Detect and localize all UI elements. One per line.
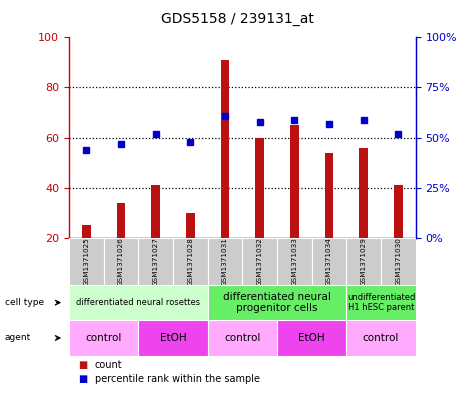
Bar xyxy=(255,138,264,238)
Text: ■: ■ xyxy=(78,360,87,370)
Bar xyxy=(138,320,208,356)
Bar xyxy=(312,238,346,285)
Text: control: control xyxy=(86,333,122,343)
Bar xyxy=(346,285,416,320)
Bar xyxy=(381,238,416,285)
Bar xyxy=(277,320,346,356)
Bar xyxy=(151,185,160,238)
Bar xyxy=(82,225,91,238)
Text: GSM1371033: GSM1371033 xyxy=(291,237,297,286)
Bar xyxy=(208,238,242,285)
Text: percentile rank within the sample: percentile rank within the sample xyxy=(95,374,260,384)
Bar xyxy=(346,238,381,285)
Text: GSM1371025: GSM1371025 xyxy=(83,237,89,286)
Bar xyxy=(208,285,346,320)
Bar xyxy=(346,320,416,356)
Bar xyxy=(69,285,208,320)
Text: GSM1371028: GSM1371028 xyxy=(187,237,193,286)
Text: GSM1371032: GSM1371032 xyxy=(256,237,263,286)
Bar xyxy=(69,238,104,285)
Bar xyxy=(186,213,195,238)
Text: count: count xyxy=(95,360,123,370)
Text: undifferentiated
H1 hESC parent: undifferentiated H1 hESC parent xyxy=(347,293,415,312)
Bar xyxy=(242,238,277,285)
Text: differentiated neural
progenitor cells: differentiated neural progenitor cells xyxy=(223,292,331,313)
Text: EtOH: EtOH xyxy=(160,333,186,343)
Text: agent: agent xyxy=(5,334,31,342)
Text: control: control xyxy=(363,333,399,343)
Bar xyxy=(104,238,138,285)
Bar xyxy=(208,320,277,356)
Text: GDS5158 / 239131_at: GDS5158 / 239131_at xyxy=(161,12,314,26)
Bar xyxy=(220,60,229,238)
Text: EtOH: EtOH xyxy=(298,333,325,343)
Text: GSM1371027: GSM1371027 xyxy=(152,237,159,286)
Text: ■: ■ xyxy=(78,374,87,384)
Bar xyxy=(173,238,208,285)
Text: GSM1371026: GSM1371026 xyxy=(118,237,124,286)
Text: GSM1371030: GSM1371030 xyxy=(395,237,401,286)
Bar xyxy=(277,238,312,285)
Bar xyxy=(138,238,173,285)
Bar xyxy=(69,320,138,356)
Text: GSM1371031: GSM1371031 xyxy=(222,237,228,286)
Text: differentiated neural rosettes: differentiated neural rosettes xyxy=(76,298,200,307)
Bar xyxy=(394,185,403,238)
Bar xyxy=(324,152,333,238)
Text: control: control xyxy=(224,333,260,343)
Bar xyxy=(359,147,368,238)
Text: GSM1371029: GSM1371029 xyxy=(361,237,367,286)
Bar xyxy=(290,125,299,238)
Bar xyxy=(116,203,125,238)
Text: cell type: cell type xyxy=(5,298,44,307)
Text: GSM1371034: GSM1371034 xyxy=(326,237,332,286)
